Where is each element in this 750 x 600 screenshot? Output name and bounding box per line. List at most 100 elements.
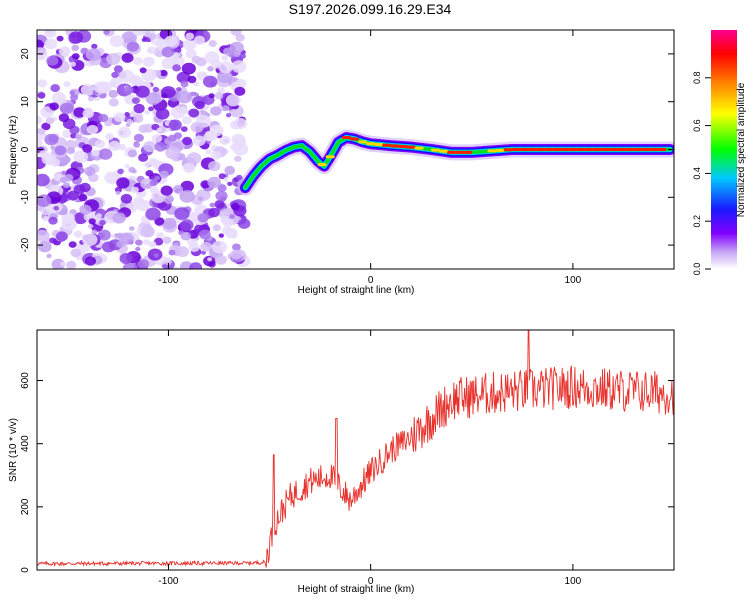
noise-blob: [233, 118, 248, 130]
noise-blob: [203, 75, 218, 88]
x-tick-label: -100: [158, 576, 178, 587]
noise-blob: [208, 207, 220, 218]
noise-blob: [207, 176, 221, 189]
noise-blob: [38, 150, 48, 158]
colorbar-label: Normalized spectral amplitude: [736, 82, 747, 217]
noise-blob: [197, 213, 209, 223]
noise-blob: [97, 229, 111, 241]
noise-blob: [182, 38, 197, 51]
noise-blob: [108, 140, 121, 151]
noise-blob: [37, 92, 46, 99]
noise-blob: [198, 196, 204, 201]
noise-blob: [37, 229, 50, 242]
noise-blob: [37, 128, 46, 135]
noise-blob: [145, 92, 161, 105]
noise-blob: [81, 233, 98, 247]
noise-blob: [232, 243, 241, 251]
noise-blob: [154, 175, 161, 181]
noise-blob: [142, 56, 155, 67]
noise-blob: [234, 155, 242, 162]
noise-blob: [161, 93, 168, 99]
noise-blob: [142, 81, 151, 88]
colorbar-ticks: 0.0 0.2 0.4 0.6 0.8: [692, 72, 711, 275]
noise-blob: [42, 216, 49, 222]
noise-blob: [145, 170, 154, 177]
noise-blob: [210, 59, 222, 69]
noise-blob: [44, 30, 57, 38]
noise-blob: [86, 171, 93, 177]
y-tick-label: -10: [20, 190, 31, 205]
noise-blob: [210, 150, 222, 160]
noise-blob: [208, 40, 217, 47]
noise-blob: [124, 112, 130, 117]
noise-blob: [50, 84, 60, 93]
noise-blob: [182, 162, 196, 173]
noise-blob: [79, 204, 92, 215]
noise-blob: [37, 79, 48, 88]
noise-blob: [128, 166, 136, 173]
noise-blob: [223, 47, 233, 56]
noise-blob: [80, 84, 95, 96]
noise-blob: [151, 134, 163, 143]
noise-blob: [201, 250, 206, 255]
noise-blob: [62, 187, 69, 193]
noise-blob: [111, 71, 119, 78]
noise-blob: [69, 61, 76, 67]
noise-blob: [120, 193, 133, 204]
noise-blob: [162, 217, 177, 230]
noise-blob: [221, 226, 233, 236]
noise-blob: [144, 110, 151, 115]
noise-blob: [58, 46, 71, 56]
noise-blob: [136, 199, 150, 211]
noise-blob: [45, 117, 55, 125]
noise-blob: [46, 253, 52, 259]
snr-series-line: [37, 330, 674, 568]
noise-blob: [118, 69, 135, 83]
figure-title: S197.2026.099.16.29.E34: [289, 1, 452, 17]
y-tick-label: 10: [20, 96, 31, 108]
noise-blob: [225, 113, 232, 118]
noise-blob: [205, 149, 212, 155]
noise-blob: [143, 141, 157, 153]
noise-blob: [93, 81, 108, 94]
noise-blob: [126, 41, 139, 52]
noise-blob: [37, 116, 43, 124]
noise-blob: [165, 146, 181, 160]
noise-blob: [38, 241, 52, 253]
noise-blob: [48, 216, 58, 225]
noise-blob: [73, 107, 86, 118]
noise-blob: [51, 258, 65, 269]
noise-blob: [116, 177, 130, 189]
noise-blob: [145, 207, 161, 221]
noise-blob: [66, 147, 76, 155]
noise-blob: [62, 129, 73, 138]
noise-blob: [220, 215, 230, 224]
noise-blob: [131, 30, 145, 36]
colorbar-tick-label: 0.4: [692, 167, 702, 180]
noise-blob: [50, 145, 56, 150]
noise-blob: [85, 256, 96, 266]
noise-blob: [70, 94, 79, 101]
noise-blob: [232, 142, 249, 156]
noise-blob: [108, 98, 119, 107]
noise-blob: [91, 43, 98, 49]
noise-blob: [161, 46, 175, 58]
noise-blob: [160, 185, 173, 196]
noise-blob: [162, 236, 172, 244]
noise-blob: [70, 133, 77, 139]
noise-blob: [208, 161, 221, 172]
noise-blob: [71, 53, 80, 60]
noise-blob: [49, 102, 59, 111]
noise-blob: [176, 87, 182, 92]
noise-blob: [193, 35, 206, 45]
noise-blob: [231, 234, 237, 239]
noise-blob: [156, 232, 165, 239]
noise-blob: [91, 229, 98, 235]
noise-blob: [87, 96, 94, 102]
noise-blob: [41, 122, 51, 131]
noise-blob: [176, 91, 192, 104]
noise-blob: [37, 173, 50, 187]
y-tick-label: 20: [20, 48, 31, 60]
noise-blob: [137, 259, 150, 269]
